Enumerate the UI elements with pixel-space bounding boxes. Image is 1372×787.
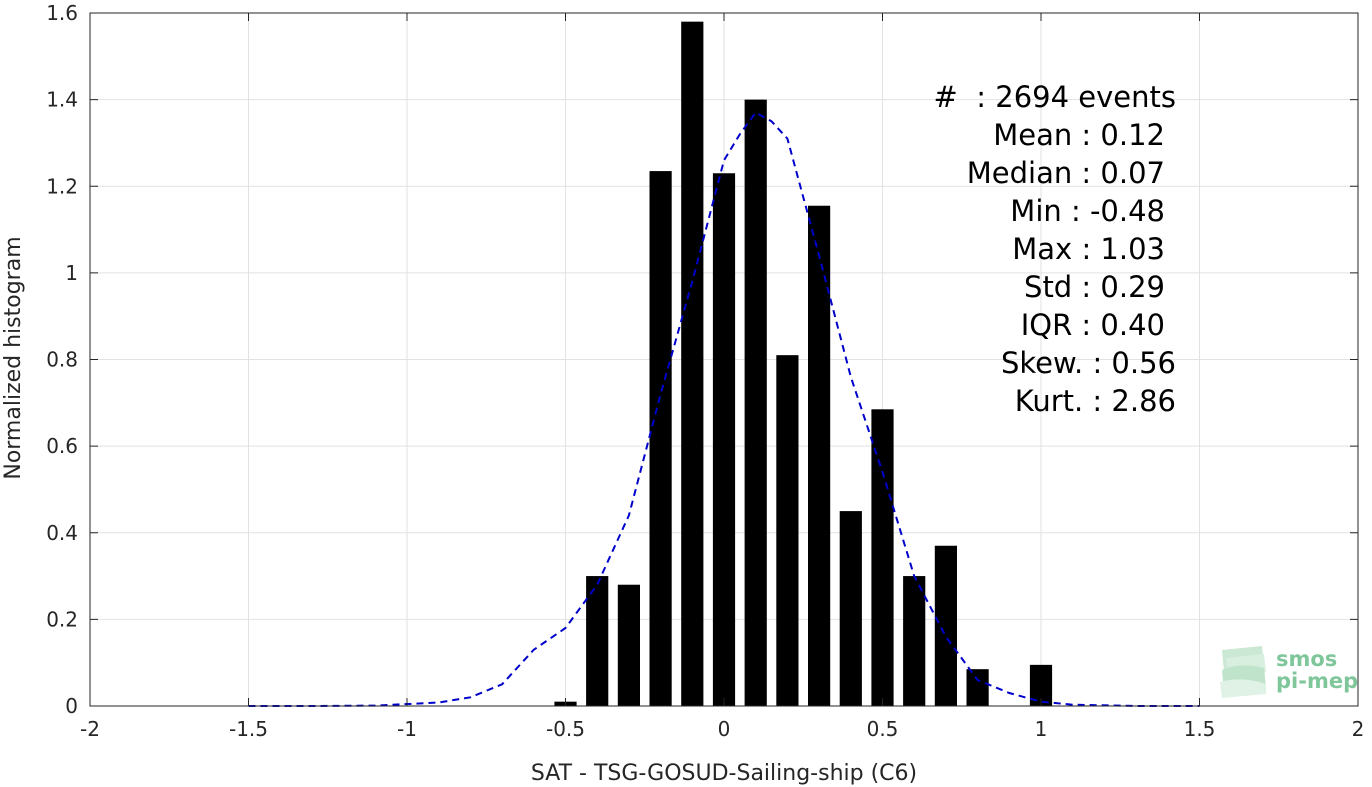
x-tick-label-3: -0.5 (546, 717, 585, 741)
y-tick-label-1: 0.2 (46, 607, 78, 631)
x-tick-labels: -2 -1.5 -1 -0.5 0 0.5 1 1.5 2 (80, 717, 1364, 741)
bar-12 (934, 545, 957, 706)
bar-10 (871, 409, 894, 706)
stat-line-3: Min : -0.48 (1010, 194, 1165, 228)
y-tick-label-3: 0.6 (46, 434, 78, 458)
bar-3 (649, 171, 672, 706)
histogram-bars (554, 21, 1053, 707)
stat-line-8: Kurt. : 2.86 (1015, 384, 1176, 418)
bar-11 (903, 576, 926, 706)
bar-1 (586, 576, 609, 706)
axes (89, 12, 1359, 707)
bar-13 (966, 669, 989, 706)
stat-line-7: Skew. : 0.56 (1001, 346, 1176, 380)
statistics-annotation: # : 2694 events Mean : 0.12 Median : 0.07 M… (934, 80, 1176, 418)
x-axis-label: SAT - TSG-GOSUD-Sailing-ship (C6) (531, 761, 917, 786)
y-axis-label: Normalized histogram (1, 236, 26, 479)
y-tick-label-6: 1.2 (46, 174, 78, 198)
x-tick-label-8: 2 (1352, 717, 1365, 741)
bar-7 (776, 355, 799, 706)
bar-4 (681, 21, 704, 707)
stat-line-2: Median : 0.07 (967, 156, 1165, 190)
bar-5 (712, 173, 736, 707)
stat-line-6: IQR : 0.40 (1021, 308, 1165, 342)
smos-pi-mep-logo: smos pi-mep (1220, 646, 1358, 698)
stat-line-1: Mean : 0.12 (993, 118, 1165, 152)
x-tick-label-5: 0.5 (867, 717, 899, 741)
logo-line2: pi-mep (1276, 669, 1358, 693)
logo-line1: smos (1276, 647, 1337, 671)
x-tick-label-0: -2 (80, 717, 100, 741)
stat-line-4: Max : 1.03 (1012, 232, 1165, 266)
y-tick-label-2: 0.4 (46, 521, 78, 545)
bar-14 (1029, 664, 1053, 706)
x-tick-label-4: 0 (718, 717, 731, 741)
stat-line-0: # : 2694 events (934, 80, 1176, 114)
bar-2 (617, 584, 640, 706)
y-tick-label-5: 1 (65, 261, 78, 285)
y-tick-label-0: 0 (65, 694, 78, 718)
y-tick-label-7: 1.4 (46, 88, 78, 112)
bar-9 (839, 511, 862, 706)
bar-6 (744, 99, 767, 706)
x-tick-label-7: 1.5 (1184, 717, 1216, 741)
bar-8 (808, 205, 831, 706)
x-tick-label-2: -1 (397, 717, 417, 741)
y-tick-labels: 0 0.2 0.4 0.6 0.8 1 1.2 1.4 1.6 (46, 1, 78, 718)
y-tick-label-4: 0.8 (46, 348, 78, 372)
x-tick-label-1: -1.5 (229, 717, 268, 741)
x-tick-label-6: 1 (1035, 717, 1048, 741)
stat-line-5: Std : 0.29 (1024, 270, 1165, 304)
logo-waves-icon (1220, 646, 1266, 698)
y-tick-label-8: 1.6 (46, 1, 78, 25)
